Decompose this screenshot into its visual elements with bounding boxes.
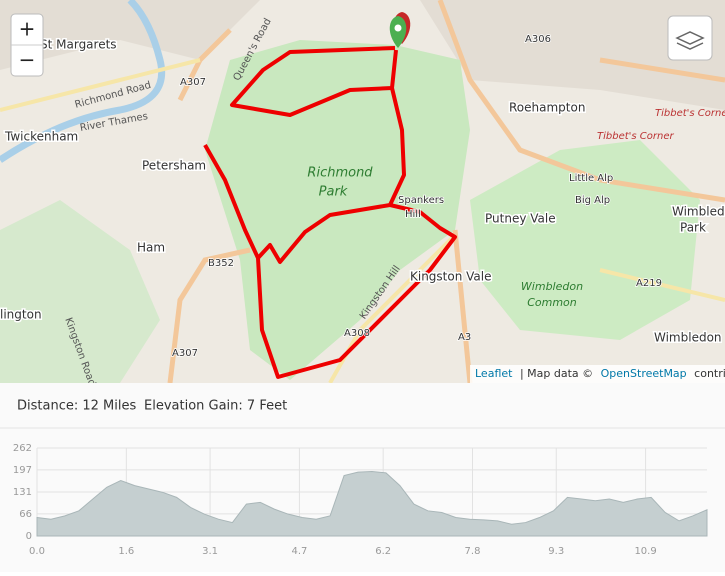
place-label: Wimbledon [672, 205, 725, 219]
attribution-bar [470, 365, 725, 383]
green-area [0, 200, 160, 383]
x-tick-label: 3.1 [202, 546, 218, 557]
leaflet-link[interactable]: Leaflet [475, 367, 513, 380]
elevation-area [36, 471, 708, 537]
map[interactable]: St Margarets Richmond Road Twickenham Ri… [0, 0, 725, 388]
layers-icon [675, 31, 705, 50]
zoom-out-button[interactable]: − [19, 48, 36, 72]
road-label: A3 [458, 332, 471, 343]
place-label: Petersham [142, 159, 206, 173]
elevation-gain: Elevation Gain: 7 Feet [144, 399, 287, 414]
x-tick-label: 9.3 [548, 546, 564, 557]
layers-button[interactable] [667, 15, 713, 61]
y-tick-label: 0 [26, 531, 32, 542]
urban-area [420, 0, 725, 110]
y-tick-label: 131 [13, 487, 32, 498]
road-label: A307 [180, 77, 206, 88]
attribution-text: contributors [694, 367, 725, 380]
y-tick-label: 262 [13, 443, 32, 454]
x-tick-label: 10.9 [634, 546, 656, 557]
x-tick-label: 6.2 [375, 546, 391, 557]
road-label: A219 [636, 278, 662, 289]
elevation-chart: 0 66 131 197 262 0.0 1.6 3.1 4.7 6.2 7.8 9.3 10.9 [13, 443, 708, 557]
urban-area [0, 0, 260, 70]
place-label: lington [0, 308, 42, 322]
y-tick-label: 66 [19, 509, 32, 520]
road [0, 58, 725, 384]
road-label: A306 [525, 34, 551, 45]
y-tick-label: 197 [13, 465, 32, 476]
place-label: St Margarets [40, 38, 117, 52]
park-label: Richmond [307, 166, 373, 181]
park-label: Park [319, 185, 348, 200]
attribution-text: | Map data © [520, 367, 593, 380]
x-tick-label: 0.0 [29, 546, 45, 557]
place-label: Wimbledon [654, 331, 722, 345]
place-label: Tibbet's Corner [655, 108, 725, 119]
x-tick-label: 4.7 [291, 546, 307, 557]
place-label: Putney Vale [485, 212, 556, 226]
start-marker[interactable] [389, 16, 407, 48]
place-label: Tibbet's Corner [597, 131, 674, 142]
park-label: Wimbledon [521, 280, 583, 293]
distance: Distance: 12 Miles [17, 399, 136, 414]
place-label: Little Alp [569, 173, 613, 184]
place-label: Spankers [398, 195, 444, 206]
place-label: Hill [405, 209, 421, 220]
place-label: Park [680, 221, 706, 235]
place-label: Big Alp [575, 195, 610, 206]
park [205, 40, 470, 380]
road-label: A307 [172, 348, 198, 359]
x-tick-label: 7.8 [465, 546, 481, 557]
x-tick-label: 1.6 [118, 546, 134, 557]
place-label: Ham [137, 241, 165, 255]
marker-dot [394, 24, 402, 32]
zoom-in-button[interactable]: + [19, 17, 36, 41]
common [470, 140, 700, 340]
place-label: Twickenham [4, 130, 78, 144]
place-label: Kingston Vale [410, 270, 492, 284]
road-label: B352 [208, 258, 234, 269]
park-label: Common [527, 296, 577, 309]
river [0, 0, 166, 163]
attribution: Leaflet | Map data © OpenStreetMap contr… [475, 367, 725, 380]
road-label: A308 [344, 328, 370, 339]
place-label: Roehampton [509, 101, 585, 115]
route [203, 46, 457, 379]
osm-link[interactable]: OpenStreetMap [601, 367, 687, 380]
